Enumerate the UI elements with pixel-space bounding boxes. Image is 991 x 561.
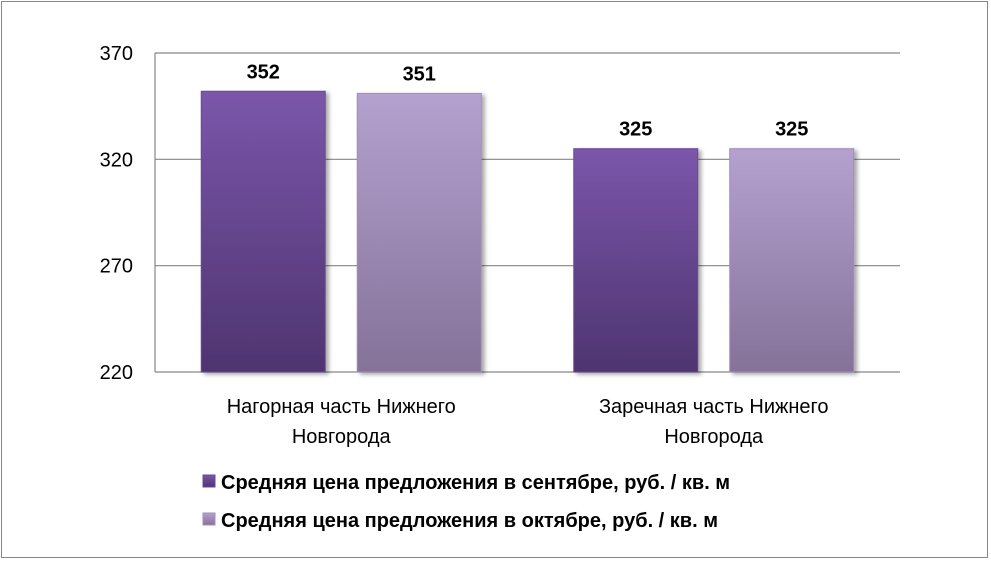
legend-swatch <box>202 512 216 526</box>
y-tick-label: 320 <box>100 149 133 171</box>
legend-swatch <box>202 474 216 488</box>
bar-october-0 <box>356 92 482 373</box>
data-label: 325 <box>775 119 808 141</box>
data-labels: 352 351 325 325 <box>247 61 809 140</box>
bars <box>200 90 855 373</box>
data-label: 325 <box>619 119 652 141</box>
bar-september-1 <box>573 148 699 373</box>
data-label: 352 <box>247 61 280 83</box>
y-tick-label: 270 <box>100 256 133 278</box>
bar-october-1 <box>729 148 855 373</box>
data-label: 351 <box>403 63 436 85</box>
legend-label: Средняя цена предложения в сентябре, руб… <box>221 472 730 494</box>
y-tick-label: 370 <box>100 43 133 65</box>
category-label: Новгорода <box>292 426 392 448</box>
bar-september-0 <box>200 90 326 373</box>
category-label: Нагорная часть Нижнего <box>227 396 456 418</box>
category-label: Новгорода <box>664 426 764 448</box>
y-axis-ticks: 220 270 320 370 <box>100 43 133 384</box>
legend: Средняя цена предложения в сентябре, руб… <box>202 472 730 532</box>
category-label: Заречная часть Нижнего <box>599 396 829 418</box>
legend-label: Средняя цена предложения в октябре, руб.… <box>221 510 718 532</box>
x-axis-categories: Нагорная часть Нижнего Новгорода Заречная … <box>227 396 829 448</box>
y-tick-label: 220 <box>100 362 133 384</box>
